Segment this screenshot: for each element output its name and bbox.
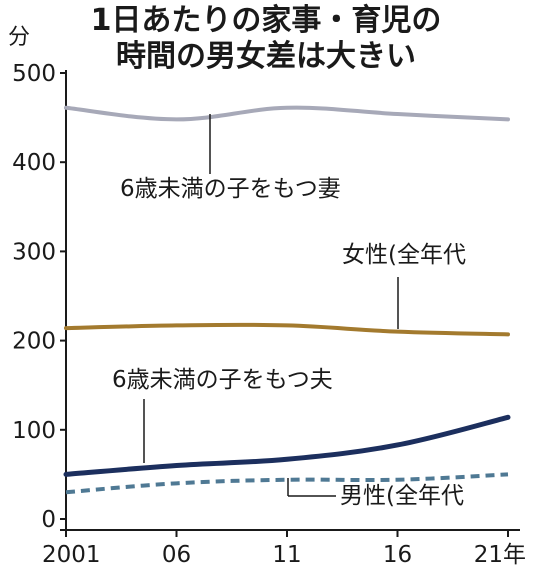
series-lines xyxy=(63,105,511,495)
x-ticks: 2001 06 11 16 21年 xyxy=(42,530,526,568)
x-tick-label: 11 xyxy=(272,542,301,568)
y-ticks: 0 100 200 300 400 500 xyxy=(12,61,66,533)
women-all-ages-line xyxy=(64,322,510,337)
x-tick-label: 06 xyxy=(162,542,191,568)
y-tick-label: 100 xyxy=(12,418,56,444)
y-unit-label: 分 xyxy=(8,25,30,50)
y-tick-label: 400 xyxy=(12,150,56,176)
x-tick-label: 2001 xyxy=(42,542,101,568)
x-tick-label: 21年 xyxy=(474,542,526,568)
chart-title-line-2: 時間の男女差は大きい xyxy=(116,39,416,74)
women-all-ages-label: 女性(全年代 xyxy=(342,242,466,268)
chart-title-line-1: 1日あたりの家事・育児の xyxy=(91,3,442,38)
wife-under6-label: 6歳未満の子をもつ妻 xyxy=(120,176,341,202)
y-tick-label: 300 xyxy=(12,239,56,265)
y-tick-label: 500 xyxy=(12,61,56,87)
husband-under6-label: 6歳未満の子をもつ夫 xyxy=(112,367,333,393)
men-all-ages-label: 男性(全年代 xyxy=(340,483,464,509)
wife-under6-line xyxy=(64,105,510,122)
x-tick-label: 16 xyxy=(383,542,412,568)
y-tick-label: 200 xyxy=(12,329,56,355)
y-tick-label: 0 xyxy=(41,507,56,533)
husband-under6-line xyxy=(63,414,511,477)
